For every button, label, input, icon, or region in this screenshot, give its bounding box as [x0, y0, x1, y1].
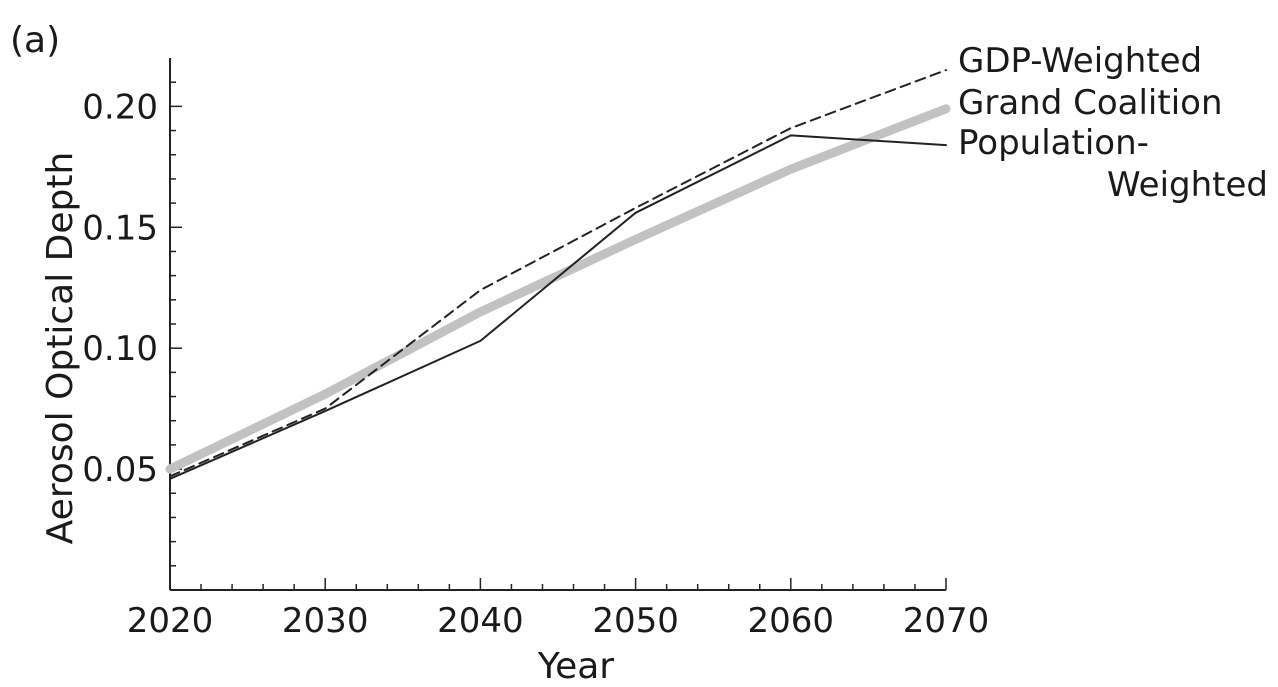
x-tick-label: 2020 [127, 601, 214, 641]
legend-label-population-weighted-line-1: Population- [958, 123, 1149, 163]
axes: 0.05 0.10 0.15 0.20 2020 2030 2040 2050 2060 2070 [82, 58, 989, 641]
x-tick-label: 2050 [592, 601, 679, 641]
y-tick-label: 0.15 [82, 208, 158, 248]
legend-label-population-weighted: Population-Weighted [958, 123, 1268, 205]
y-tick-label: 0.05 [82, 450, 158, 490]
y-axis-title: Aerosol Optical Depth [40, 152, 81, 545]
y-tick-label: 0.10 [82, 329, 158, 369]
x-tick-label: 2070 [903, 601, 990, 641]
x-tick-label: 2040 [437, 601, 524, 641]
panel-label: (a) [10, 20, 60, 61]
legend-label-gdp-weighted: GDP-Weighted [958, 41, 1202, 81]
y-tick-label: 0.20 [82, 87, 158, 127]
series-line-population-weighted [169, 134, 947, 480]
x-tick-label: 2030 [282, 601, 369, 641]
series-layer [165, 69, 951, 480]
legend-label-population-weighted-line-2: Weighted [1107, 165, 1268, 205]
series-line-grand-coalition [165, 104, 951, 474]
x-tick-label: 2060 [748, 601, 835, 641]
series-line-gdp-weighted [169, 69, 947, 478]
x-axis-title: Year [537, 646, 614, 687]
legend-label-grand-coalition: Grand Coalition [958, 83, 1223, 123]
